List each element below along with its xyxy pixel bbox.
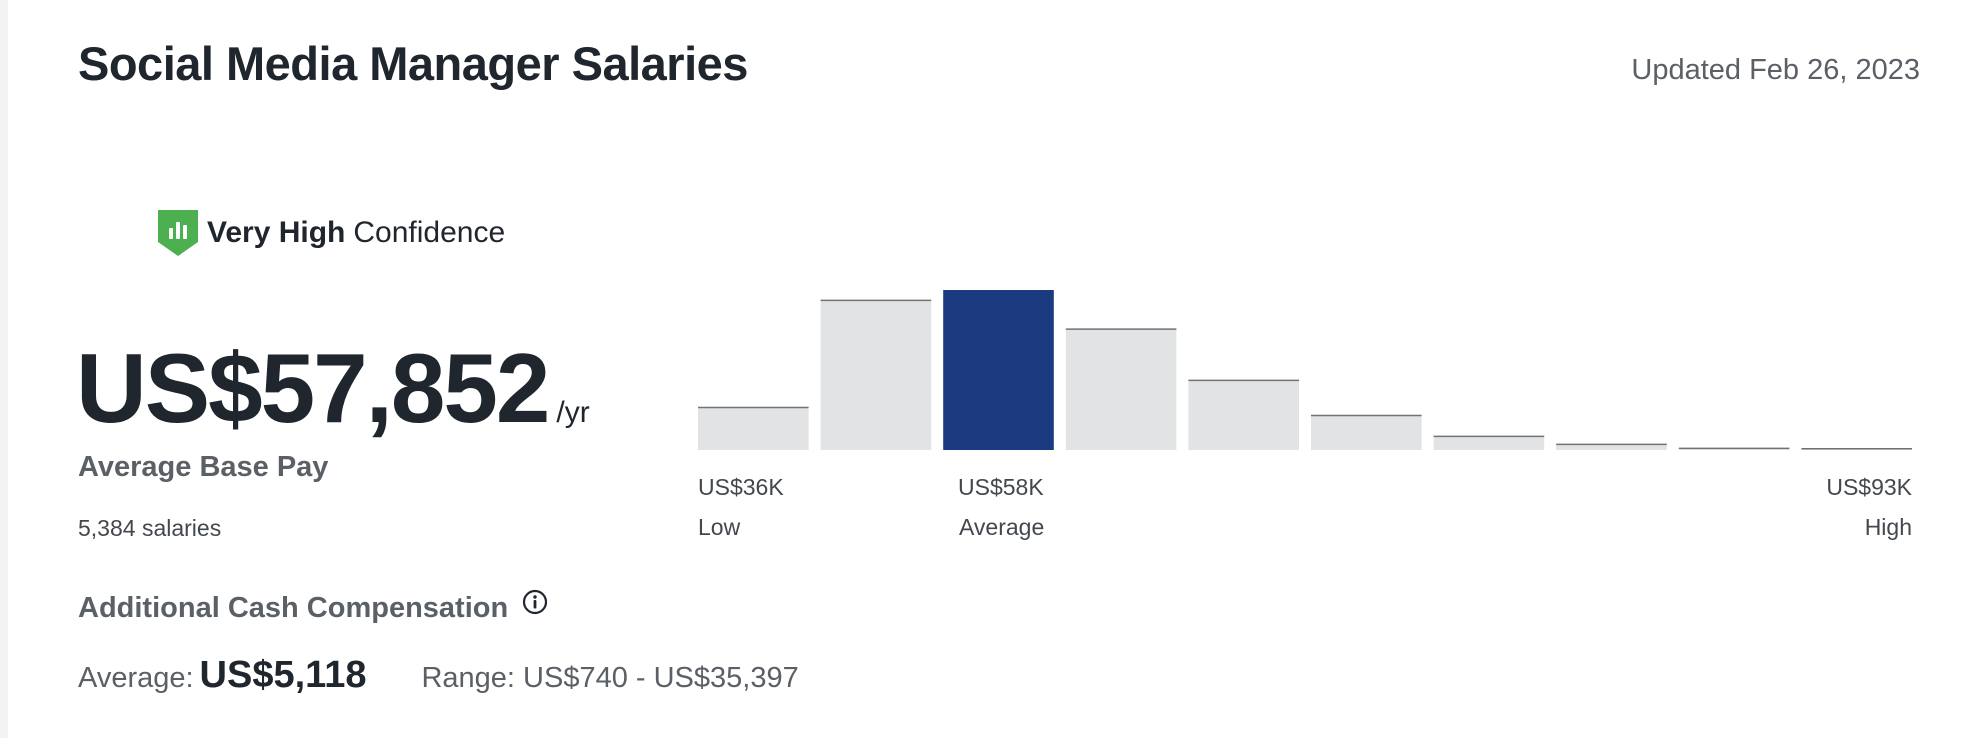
average-label: Average <box>959 514 1045 540</box>
additional-compensation-heading: Additional Cash Compensation <box>78 589 548 625</box>
high-value: US$93K <box>1826 474 1912 500</box>
salary-count: 5,384 salaries <box>78 515 222 541</box>
info-icon[interactable] <box>522 589 548 615</box>
distribution-bar <box>1188 379 1299 450</box>
confidence-level: Very High <box>207 216 346 249</box>
salary-distribution-chart <box>698 290 1912 450</box>
page-title: Social Media Manager Salaries <box>78 37 748 90</box>
confidence-label: Confidence <box>353 216 506 249</box>
salary-unit: /yr <box>556 396 590 429</box>
additional-compensation-title: Additional Cash Compensation <box>78 592 509 624</box>
distribution-bar-average <box>943 290 1054 450</box>
additional-compensation-values: Average: US$5,118 Range: US$740 - US$35,… <box>78 654 799 697</box>
distribution-bar <box>698 406 809 450</box>
distribution-bar <box>820 299 932 450</box>
distribution-bar <box>1311 414 1422 450</box>
distribution-bar <box>1556 443 1667 450</box>
average-base-pay-label: Average Base Pay <box>78 451 329 483</box>
average-value: US$58K <box>958 474 1044 500</box>
left-edge <box>0 0 8 738</box>
additional-average-value: US$5,118 <box>199 654 367 696</box>
distribution-bar <box>1433 435 1545 450</box>
average-salary: US$57,852 /yr <box>76 332 590 445</box>
low-label: Low <box>698 514 741 540</box>
additional-range: Range: US$740 - US$35,397 <box>421 662 799 694</box>
confidence-badge: Very High Confidence <box>157 208 505 258</box>
low-value: US$36K <box>698 474 784 500</box>
updated-date: Updated Feb 26, 2023 <box>1631 54 1920 86</box>
shield-chart-icon <box>158 210 198 256</box>
additional-average-label: Average: <box>78 662 194 694</box>
distribution-bar <box>1065 328 1177 450</box>
high-label: High <box>1864 514 1912 540</box>
salary-amount: US$57,852 <box>76 333 550 443</box>
